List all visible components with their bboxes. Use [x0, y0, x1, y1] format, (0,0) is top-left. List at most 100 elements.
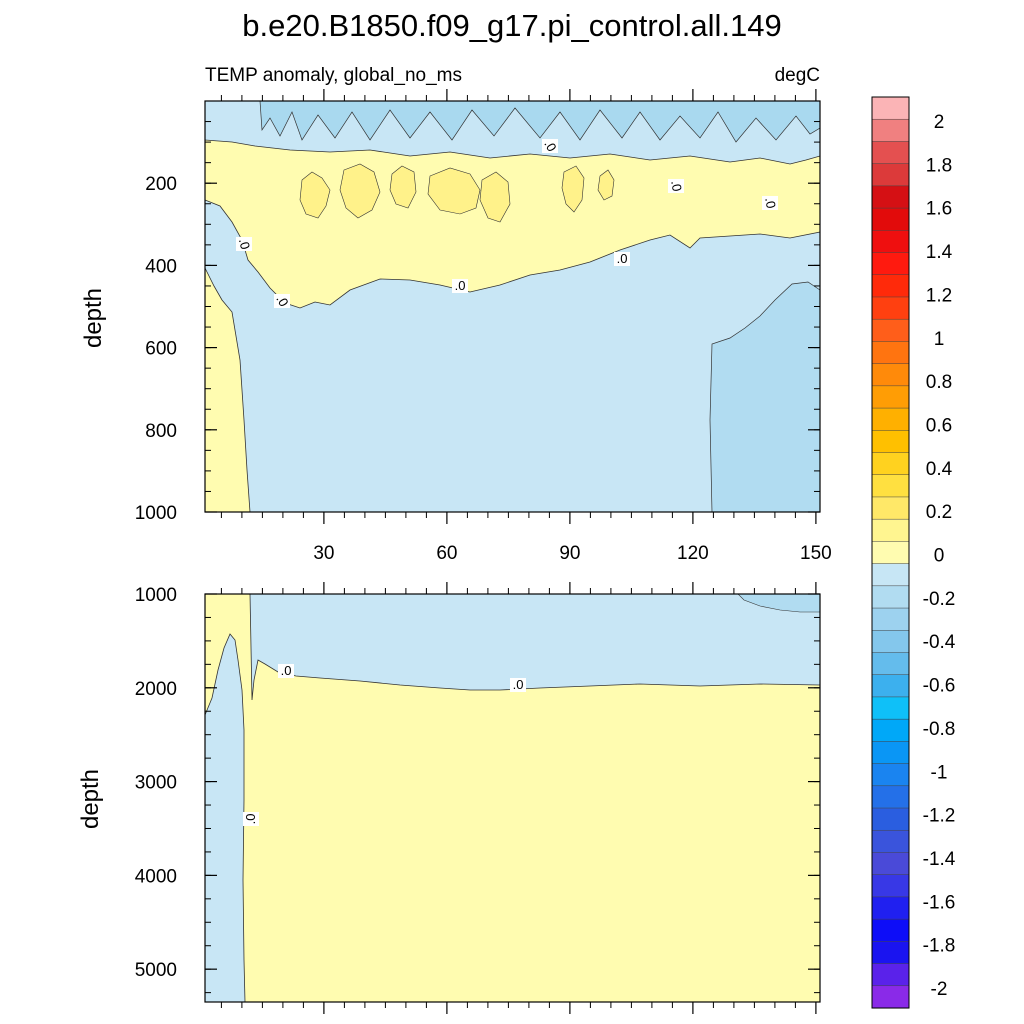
colorbar-swatch	[871, 585, 910, 609]
colorbar-swatch	[871, 296, 910, 320]
y-tick-label: 2000	[135, 679, 177, 700]
y-tick-label: 1000	[135, 503, 177, 524]
colorbar-label: 0.2	[926, 502, 952, 523]
colorbar-swatch	[871, 874, 910, 898]
colorbar-swatch	[871, 941, 910, 965]
colorbar-label: 0	[934, 546, 945, 567]
colorbar-swatch	[871, 252, 910, 276]
x-tick-label: 30	[313, 543, 334, 564]
y-tick-label: 3000	[135, 773, 177, 794]
colorbar-swatch	[871, 274, 910, 298]
contour-label: .0	[513, 677, 524, 692]
colorbar-swatch	[871, 207, 910, 231]
y-axis-label-top: depth	[80, 288, 107, 348]
colorbar-label: 1	[934, 329, 945, 350]
colorbar-label: 0.8	[926, 372, 952, 393]
colorbar-swatch	[871, 363, 910, 387]
colorbar-swatch	[871, 230, 910, 254]
colorbar-label: -1.4	[923, 849, 956, 870]
bottom-ticks: 1000 2000 3000 4000 5000	[135, 582, 820, 1014]
colorbar-swatch	[871, 318, 910, 342]
x-tick-label: 90	[559, 543, 580, 564]
y-axis-label-bottom: depth	[77, 769, 104, 829]
colorbar-label: 0.4	[926, 459, 953, 480]
top-ticks: 200 400 600 800 1000 30 60 90 120 150	[135, 89, 832, 564]
colorbar-swatch	[871, 785, 910, 809]
top-patch-5	[479, 171, 511, 223]
colorbar-swatch	[871, 430, 910, 454]
top-patch-7	[597, 169, 615, 201]
colorbar-label: 2	[934, 112, 945, 133]
colorbar-label: 1.4	[926, 242, 953, 263]
colorbar-label: -1.6	[923, 892, 956, 913]
colorbar-swatch	[871, 163, 910, 187]
contour-label: .0	[236, 237, 253, 251]
colorbar-frame	[871, 96, 910, 1009]
bottom-upper-cool	[249, 593, 821, 701]
colorbar-swatch	[871, 696, 910, 720]
chart-units: degC	[775, 65, 820, 86]
contour-label: .0	[668, 179, 685, 192]
colorbar-label: -0.2	[923, 589, 956, 610]
colorbar-label: -1.8	[923, 936, 956, 957]
bottom-frame	[204, 593, 821, 1003]
colorbar-label: -0.6	[923, 676, 956, 697]
colorbar-swatch	[871, 652, 910, 676]
top-patch-2	[339, 163, 381, 219]
colorbar-swatch	[871, 407, 910, 431]
top-patch-6	[561, 165, 585, 213]
x-tick-label: 150	[800, 543, 832, 564]
x-tick-label: 60	[436, 543, 457, 564]
contour-label: .0	[243, 814, 258, 825]
colorbar-swatch	[871, 852, 910, 876]
colorbar-swatch	[871, 341, 910, 365]
colorbar-label: -2	[931, 979, 948, 1000]
panel-top: .0 .0 .0 .0 .0 .0 .0 200 400 600 800 1000 30 6…	[135, 89, 832, 564]
top-patch-4	[427, 167, 481, 215]
bottom-left-cool	[204, 633, 246, 1003]
colorbar-swatch	[871, 518, 910, 542]
colorbar-swatch	[871, 896, 910, 920]
top-near-surface-cool	[259, 100, 821, 143]
colorbar-swatch	[871, 718, 910, 742]
colorbar-swatch	[871, 807, 910, 831]
y-tick-label: 5000	[135, 960, 177, 981]
top-contour-labels: .0 .0 .0 .0 .0 .0 .0	[236, 137, 779, 309]
colorbar-label: 1.2	[926, 285, 952, 306]
colorbar-swatch	[871, 541, 910, 565]
colorbar-label: -0.8	[923, 719, 956, 740]
y-tick-label: 400	[145, 256, 177, 277]
colorbar-swatch	[871, 96, 910, 120]
chart-title: b.e20.B1850.f09_g17.pi_control.all.149	[242, 8, 782, 43]
bottom-contour-labels: .0 .0 .0	[243, 663, 526, 826]
colorbar-swatch	[871, 563, 910, 587]
colorbar-swatch	[871, 674, 910, 698]
panel-bottom: .0 .0 .0 1000 2000 3000 4000 5000	[135, 582, 821, 1014]
y-tick-label: 600	[145, 339, 177, 360]
y-tick-label: 4000	[135, 866, 177, 887]
y-tick-label: 200	[145, 174, 177, 195]
colorbar-label: 1.6	[926, 199, 952, 220]
contour-label: .0	[617, 251, 628, 266]
contour-label: .0	[762, 196, 779, 209]
contour-label: .0	[281, 663, 292, 678]
x-tick-label: 120	[677, 543, 709, 564]
colorbar-swatch	[871, 607, 910, 631]
y-tick-label: 800	[145, 421, 177, 442]
colorbar-swatch	[871, 741, 910, 765]
colorbar-swatch	[871, 918, 910, 942]
colorbar-label: -0.4	[923, 632, 956, 653]
colorbar-swatch	[871, 985, 910, 1009]
y-tick-label: 1000	[135, 585, 177, 606]
colorbar-swatch	[871, 763, 910, 787]
contour-label: .0	[455, 278, 466, 293]
colorbar-label: -1	[931, 762, 948, 783]
colorbar-label: 1.8	[926, 155, 952, 176]
colorbar-swatch	[871, 452, 910, 476]
colorbar-swatch	[871, 496, 910, 520]
colorbar-swatch	[871, 385, 910, 409]
colorbar-swatch	[871, 829, 910, 854]
colorbar-swatch	[871, 141, 910, 165]
colorbar-swatch	[871, 963, 910, 987]
